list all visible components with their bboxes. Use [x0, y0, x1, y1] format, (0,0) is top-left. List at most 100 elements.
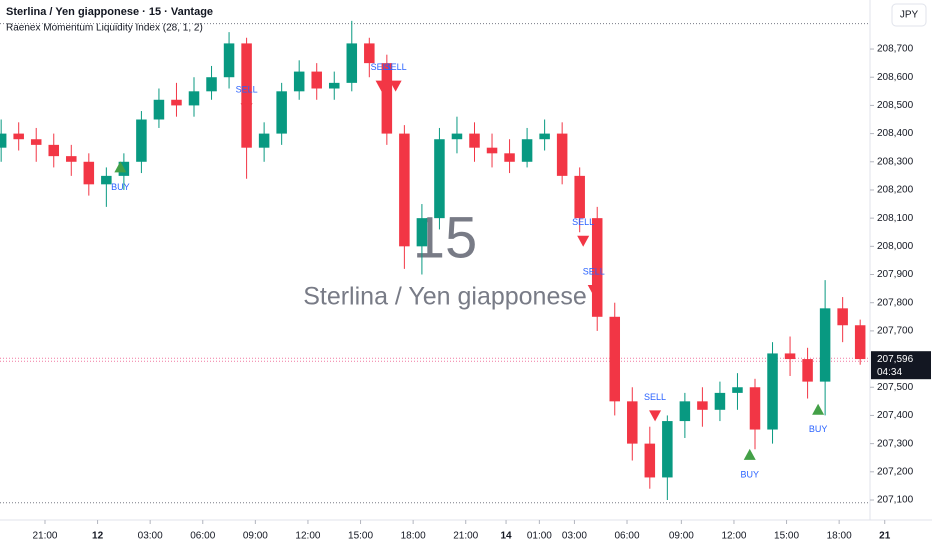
- candle-body: [784, 353, 796, 360]
- currency-button[interactable]: [891, 3, 927, 27]
- x-tick-label: 12:00: [295, 531, 320, 542]
- signal-label: SELL: [385, 62, 407, 72]
- candle-body: [837, 308, 848, 326]
- candle-body: [258, 133, 270, 148]
- candle-body: [276, 91, 287, 134]
- candle-body: [714, 392, 726, 410]
- candle-body: [13, 133, 24, 140]
- x-tick-label: 06:00: [190, 531, 215, 542]
- x-tick-label: 21:00: [453, 531, 478, 542]
- candle-body: [679, 401, 691, 422]
- candle-body: [153, 99, 165, 120]
- candle-body: [364, 43, 375, 64]
- y-tick-label: 207,700: [877, 326, 914, 337]
- x-tick-label: 01:00: [527, 531, 552, 542]
- indicator-name: Raenex Momentum Liquidity Index (28, 1, …: [6, 23, 203, 34]
- x-tick-label: 18:00: [401, 531, 426, 542]
- signal-label: SELL: [572, 217, 594, 227]
- sell-marker: [587, 285, 600, 297]
- y-tick-label: 208,400: [877, 128, 914, 139]
- signal-label: BUY: [740, 469, 759, 479]
- candle-body: [171, 99, 182, 106]
- sell-marker: [389, 80, 402, 92]
- buy-marker: [114, 161, 127, 173]
- y-tick-label: 208,500: [877, 100, 914, 111]
- candle-body: [521, 139, 533, 162]
- candle-body: [399, 133, 410, 247]
- candle-body: [188, 91, 200, 106]
- y-tick-label: 207,300: [877, 438, 914, 449]
- x-tick-label: 12: [92, 531, 104, 542]
- y-tick-label: 207,500: [877, 382, 914, 393]
- chart-title: Sterlina / Yen giapponese · 15 · Vantage: [6, 6, 213, 18]
- signal-label: SELL: [583, 266, 605, 276]
- candle-body: [591, 218, 603, 317]
- candle-body: [627, 401, 638, 444]
- candle-body: [0, 133, 7, 148]
- candle-body: [101, 175, 112, 185]
- candle-body: [574, 175, 585, 219]
- x-tick-label: 14: [500, 531, 512, 542]
- sell-marker: [649, 410, 662, 422]
- y-tick-label: 208,600: [877, 72, 914, 83]
- candle-body: [609, 316, 621, 402]
- candle-body: [854, 325, 866, 360]
- y-tick-label: 208,100: [877, 213, 914, 224]
- x-tick-label: 21:00: [32, 531, 57, 542]
- last-price-label: 207,596: [877, 354, 914, 365]
- candle-body: [328, 82, 340, 89]
- x-tick-label: 09:00: [243, 531, 268, 542]
- x-tick-label: 09:00: [669, 531, 694, 542]
- candle-body: [293, 71, 305, 92]
- watermark-symbol: Sterlina / Yen giapponese: [303, 283, 587, 311]
- signal-label: SELL: [644, 392, 666, 402]
- candle-body: [241, 43, 252, 148]
- candle-body: [381, 63, 393, 134]
- candle-body: [346, 43, 358, 83]
- candle-body: [30, 139, 42, 145]
- candle-body: [136, 119, 147, 162]
- x-tick-label: 15:00: [774, 531, 799, 542]
- x-tick-label: 03:00: [138, 531, 163, 542]
- candle-body: [223, 43, 235, 78]
- signal-label: SELL: [236, 85, 258, 95]
- candle-body: [662, 421, 673, 478]
- y-tick-label: 208,200: [877, 185, 914, 196]
- candle-body: [48, 144, 60, 157]
- candle-body: [504, 153, 515, 162]
- y-tick-label: 208,700: [877, 44, 914, 55]
- candle-body: [556, 133, 568, 176]
- candle-body: [66, 156, 77, 162]
- y-tick-label: 208,000: [877, 241, 914, 252]
- x-tick-label: 03:00: [562, 531, 587, 542]
- y-tick-label: 207,900: [877, 269, 914, 280]
- y-tick-label: 208,300: [877, 156, 914, 167]
- sell-marker: [240, 103, 253, 115]
- y-tick-label: 207,400: [877, 410, 914, 421]
- candle-body: [311, 71, 322, 89]
- candle-body: [434, 139, 445, 219]
- candle-body: [767, 353, 778, 430]
- y-tick-label: 207,800: [877, 297, 914, 308]
- candle-body: [539, 133, 550, 140]
- candle-body: [749, 387, 761, 430]
- buy-marker: [812, 403, 825, 415]
- candle-body: [819, 308, 831, 382]
- candle-body: [416, 218, 428, 247]
- buy-marker: [743, 448, 756, 460]
- countdown: 04:34: [877, 367, 902, 378]
- x-tick-label: 06:00: [615, 531, 640, 542]
- currency-label[interactable]: JPY: [900, 10, 919, 21]
- candle-body: [697, 401, 708, 410]
- candle-body: [83, 161, 95, 185]
- x-tick-label: 12:00: [721, 531, 746, 542]
- candle-body: [206, 77, 217, 92]
- sell-marker: [375, 80, 388, 92]
- last-price-box: [871, 351, 931, 380]
- candle-body: [469, 133, 480, 148]
- signal-label: SELL: [371, 62, 393, 72]
- candle-body: [802, 359, 813, 382]
- y-tick-label: 207,100: [877, 495, 914, 506]
